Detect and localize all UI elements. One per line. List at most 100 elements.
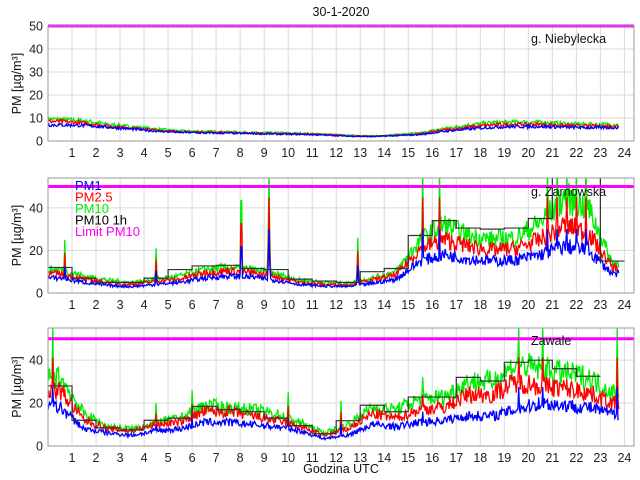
- legend-entry: Limit PM10: [75, 224, 140, 239]
- x-tick-label: 22: [569, 298, 583, 312]
- x-axis-label: Godzina UTC: [303, 462, 379, 476]
- x-tick-label: 12: [329, 451, 343, 465]
- x-tick-label: 18: [473, 298, 487, 312]
- x-tick-label: 20: [521, 451, 535, 465]
- x-tick-label: 3: [117, 451, 124, 465]
- y-tick-label: 0: [36, 440, 43, 454]
- legend-entry: PM1: [75, 178, 102, 193]
- y-tick-label: 40: [29, 201, 43, 215]
- x-tick-label: 2: [93, 146, 100, 160]
- x-tick-label: 6: [189, 146, 196, 160]
- x-tick-label: 23: [593, 146, 607, 160]
- x-tick-label: 18: [473, 146, 487, 160]
- x-tick-label: 5: [165, 451, 172, 465]
- x-tick-label: 5: [165, 146, 172, 160]
- series-pm1-line: [48, 229, 620, 289]
- x-tick-label: 11: [306, 451, 319, 465]
- x-tick-label: 15: [401, 298, 415, 312]
- x-tick-label: 22: [569, 451, 583, 465]
- x-tick-label: 12: [329, 146, 343, 160]
- y-axis-label: PM [µg/m³]: [10, 53, 24, 114]
- x-tick-label: 15: [401, 146, 415, 160]
- x-tick-label: 1: [69, 451, 76, 465]
- y-tick-label: 10: [29, 112, 43, 126]
- x-tick-label: 3: [117, 298, 124, 312]
- x-tick-label: 23: [593, 298, 607, 312]
- x-tick-label: 20: [521, 146, 535, 160]
- y-tick-label: 50: [29, 20, 43, 34]
- x-tick-label: 2: [93, 298, 100, 312]
- x-tick-label: 16: [425, 451, 439, 465]
- x-tick-label: 17: [449, 146, 463, 160]
- x-tick-label: 7: [213, 451, 220, 465]
- x-tick-label: 10: [281, 146, 295, 160]
- legend-entry: PM10: [75, 201, 109, 216]
- x-tick-label: 19: [497, 146, 511, 160]
- x-tick-label: 19: [497, 451, 511, 465]
- x-tick-label: 18: [473, 451, 487, 465]
- x-tick-label: 12: [329, 298, 343, 312]
- x-tick-label: 19: [497, 298, 511, 312]
- y-tick-label: 40: [29, 354, 43, 368]
- x-tick-label: 10: [281, 298, 295, 312]
- x-tick-label: 20: [521, 298, 535, 312]
- x-tick-label: 1: [69, 146, 76, 160]
- series-pm10-line: [48, 328, 620, 438]
- x-tick-label: 21: [545, 451, 559, 465]
- y-tick-label: 30: [29, 66, 43, 80]
- x-tick-label: 24: [617, 451, 631, 465]
- x-tick-label: 8: [237, 146, 244, 160]
- x-tick-label: 4: [141, 298, 148, 312]
- x-tick-label: 16: [425, 146, 439, 160]
- series-pm1-line: [48, 386, 620, 441]
- x-tick-label: 13: [353, 146, 367, 160]
- plot-frame: [47, 25, 635, 142]
- x-tick-label: 9: [261, 451, 268, 465]
- x-tick-label: 14: [377, 298, 391, 312]
- x-tick-label: 23: [593, 451, 607, 465]
- x-tick-label: 21: [545, 146, 559, 160]
- x-tick-label: 9: [261, 298, 268, 312]
- plot-frame: [47, 177, 635, 294]
- legend-entry: PM10 1h: [75, 213, 127, 228]
- x-tick-label: 2: [93, 451, 100, 465]
- x-tick-label: 6: [189, 298, 196, 312]
- x-tick-label: 13: [353, 451, 367, 465]
- x-tick-label: 1: [69, 298, 76, 312]
- x-tick-label: 11: [306, 298, 319, 312]
- y-tick-label: 20: [29, 397, 43, 411]
- series-pm25-line: [48, 357, 620, 438]
- chart-title: 30-1-2020: [313, 5, 370, 19]
- legend-entry: PM2.5: [75, 190, 113, 205]
- x-tick-label: 7: [213, 146, 220, 160]
- x-tick-label: 4: [141, 146, 148, 160]
- y-tick-label: 40: [29, 43, 43, 57]
- series-pm10-1h-line: [48, 359, 601, 435]
- x-tick-label: 11: [306, 146, 319, 160]
- y-tick-label: 20: [29, 89, 43, 103]
- y-axis-label: PM [µg/m³]: [10, 356, 24, 417]
- y-tick-label: 0: [36, 135, 43, 149]
- x-tick-label: 5: [165, 298, 172, 312]
- x-tick-label: 7: [213, 298, 220, 312]
- x-tick-label: 14: [377, 146, 391, 160]
- series-pm10-1h-line: [48, 178, 625, 283]
- x-tick-label: 4: [141, 451, 148, 465]
- x-tick-label: 9: [261, 146, 268, 160]
- x-tick-label: 24: [617, 298, 631, 312]
- series-pm25-line: [48, 197, 620, 289]
- x-tick-label: 24: [617, 146, 631, 160]
- x-tick-label: 16: [425, 298, 439, 312]
- x-tick-label: 13: [353, 298, 367, 312]
- x-tick-label: 15: [401, 451, 415, 465]
- station-label: g. Niebylecka: [531, 32, 606, 46]
- x-tick-label: 8: [237, 451, 244, 465]
- x-tick-label: 17: [449, 298, 463, 312]
- x-tick-label: 3: [117, 146, 124, 160]
- y-tick-label: 0: [36, 287, 43, 301]
- x-tick-label: 10: [281, 451, 295, 465]
- y-tick-label: 20: [29, 244, 43, 258]
